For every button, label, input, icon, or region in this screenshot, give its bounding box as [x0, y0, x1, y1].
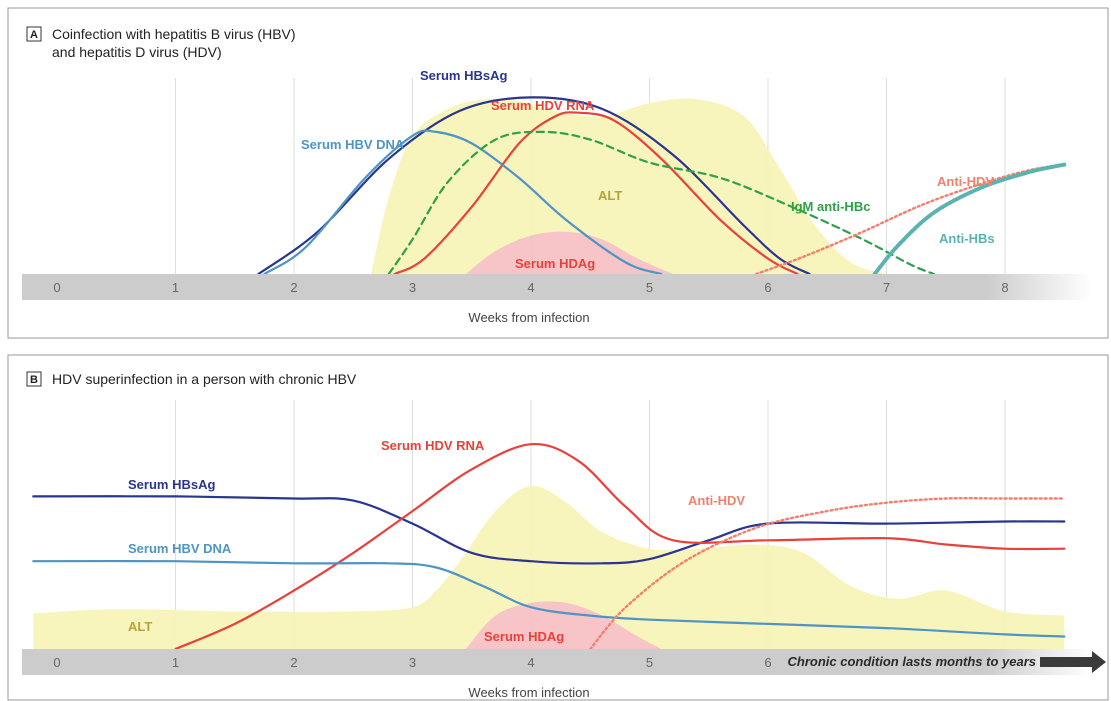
tick-a-2: 2 [290, 280, 297, 295]
tick-a-0: 0 [53, 280, 60, 295]
panel-b-title: HDV superinfection in a person with chro… [52, 371, 357, 387]
label-a-igm: IgM anti-HBc [791, 199, 870, 214]
panel-a-areas [371, 99, 886, 274]
tick-b-1: 1 [172, 655, 179, 670]
tick-a-4: 4 [527, 280, 534, 295]
label-b-hdvrna: Serum HDV RNA [381, 438, 485, 453]
panel-a-badge: A [30, 29, 38, 41]
panel-a-title-line2: and hepatitis D virus (HDV) [52, 44, 222, 60]
label-a-hdvrna: Serum HDV RNA [491, 98, 595, 113]
label-a-hdag: Serum HDAg [515, 256, 595, 271]
panel-b-xlabel: Weeks from infection [468, 685, 589, 700]
tick-a-3: 3 [409, 280, 416, 295]
panel-a-title-line1: Coinfection with hepatitis B virus (HBV) [52, 26, 296, 42]
panel-b-badge: B [30, 374, 38, 386]
label-a-antihdv: Anti-HDV [937, 174, 994, 189]
label-b-antihdv: Anti-HDV [688, 493, 745, 508]
tick-b-3: 3 [409, 655, 416, 670]
panel-b-arrow-label: Chronic condition lasts months to years [788, 654, 1036, 669]
label-b-hbsag: Serum HBsAg [128, 477, 215, 492]
panel-a-axis-band [22, 274, 1092, 300]
label-a-hbvdna: Serum HBV DNA [301, 137, 405, 152]
tick-b-6: 6 [764, 655, 771, 670]
label-b-hbvdna: Serum HBV DNA [128, 541, 232, 556]
panel-a-xlabel: Weeks from infection [468, 310, 589, 325]
tick-b-5: 5 [646, 655, 653, 670]
tick-b-2: 2 [290, 655, 297, 670]
label-a-antihbs: Anti-HBs [939, 231, 995, 246]
label-a-alt: ALT [598, 188, 622, 203]
label-a-hbsag: Serum HBsAg [420, 68, 507, 83]
area-a-alt [371, 99, 886, 274]
tick-a-7: 7 [883, 280, 890, 295]
tick-a-8: 8 [1001, 280, 1008, 295]
tick-a-5: 5 [646, 280, 653, 295]
label-b-hdag: Serum HDAg [484, 629, 564, 644]
tick-a-6: 6 [764, 280, 771, 295]
tick-b-4: 4 [527, 655, 534, 670]
label-b-alt: ALT [128, 619, 152, 634]
panel-b-areas [33, 486, 1064, 649]
tick-b-0: 0 [53, 655, 60, 670]
tick-a-1: 1 [172, 280, 179, 295]
